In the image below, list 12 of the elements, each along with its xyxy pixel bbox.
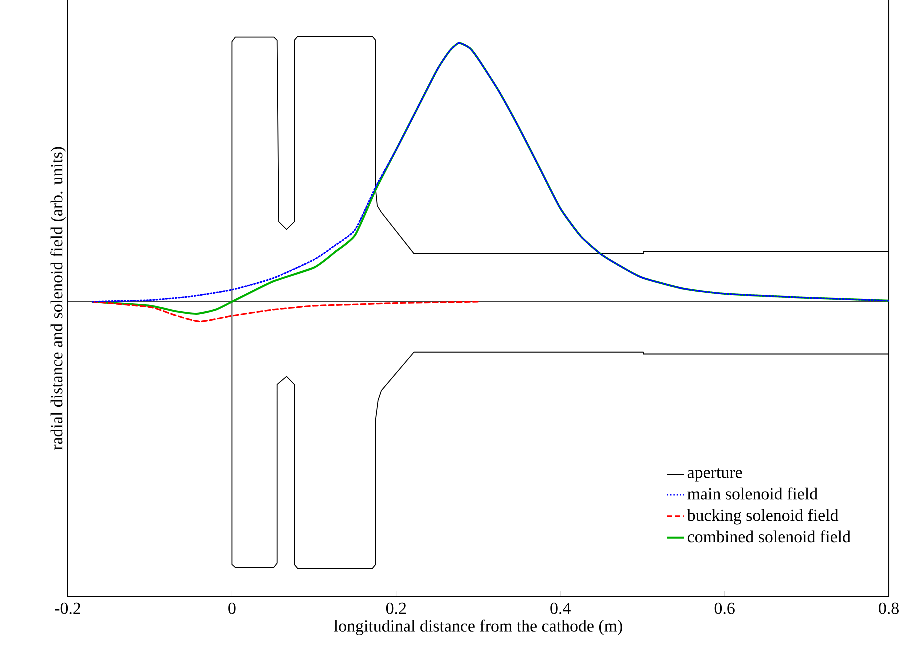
x-tick-label: 0.8 xyxy=(879,602,899,614)
x-tick-label: 0 xyxy=(228,602,236,614)
x-tick-label: 0.2 xyxy=(386,602,406,614)
x-axis-title: longitudinal distance from the cathode (m) xyxy=(334,620,622,636)
legend-label: combined solenoid field xyxy=(688,530,851,543)
x-tick-label: -0.2 xyxy=(55,602,80,614)
x-tick-label: 0.6 xyxy=(714,602,735,614)
y-axis-title: radial distance and solenoid field (arb. units) xyxy=(50,147,66,450)
legend-label: aperture xyxy=(688,468,742,482)
x-tick-label: 0.4 xyxy=(550,602,571,614)
legend-label: main solenoid field xyxy=(688,488,818,500)
legend-label: bucking solenoid field xyxy=(687,509,839,525)
